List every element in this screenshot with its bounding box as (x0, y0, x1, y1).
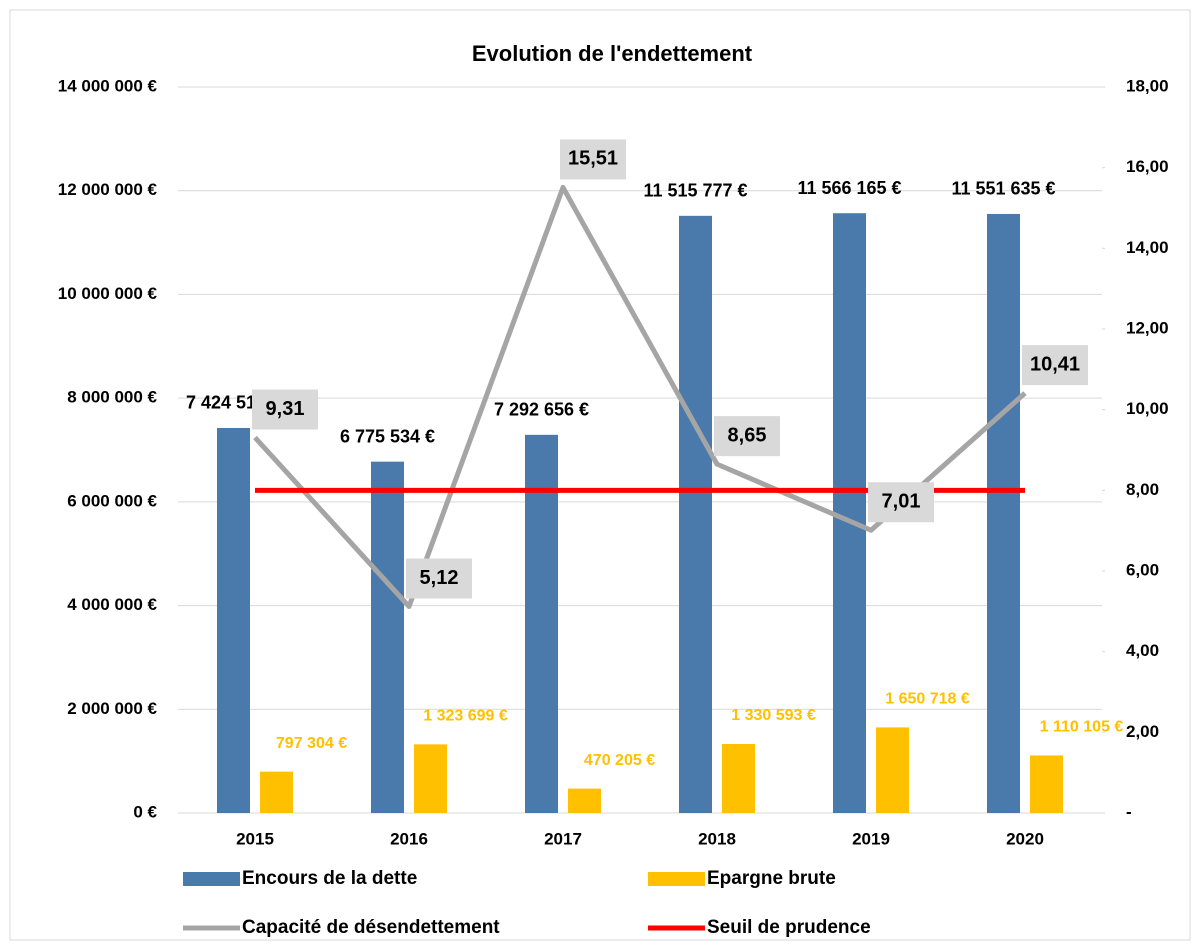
y2-tick-label: 18,00 (1126, 76, 1169, 95)
x-tick-label: 2020 (1006, 829, 1044, 848)
bar-value-label: 11 566 165 € (797, 178, 901, 198)
x-tick-label: 2019 (852, 829, 890, 848)
line-value-label: 8,65 (728, 424, 767, 446)
bar (260, 771, 293, 813)
y2-tick-label: - (1126, 802, 1132, 821)
bar-value-label: 11 551 635 € (951, 179, 1055, 199)
line-value-label: 10,41 (1030, 353, 1080, 375)
bar (1030, 755, 1063, 813)
y-tick-label: 10 000 000 € (58, 284, 158, 303)
y-tick-label: 2 000 000 € (67, 699, 157, 718)
bar (833, 213, 866, 813)
x-tick-label: 2016 (390, 829, 428, 848)
legend-swatch (183, 872, 240, 886)
line-label-box (868, 482, 934, 523)
line-label-box (252, 389, 318, 430)
y2-tick-label: 6,00 (1126, 560, 1159, 579)
y2-tick-label: 14,00 (1126, 238, 1169, 257)
y2-tick-label: 12,00 (1126, 318, 1169, 337)
legend-label: Encours de la dette (242, 868, 417, 889)
bar (876, 727, 909, 813)
bar-value-label: 7 292 656 € (494, 400, 589, 420)
bar (722, 743, 755, 813)
y2-tick-label: 16,00 (1126, 157, 1169, 176)
chart-title: Evolution de l'endettement (472, 41, 753, 66)
bar-value-label-secondary: 1 110 105 € (1040, 719, 1124, 736)
line-label-box (1022, 345, 1088, 386)
y2-tick-label: 4,00 (1126, 641, 1159, 660)
bar (525, 434, 558, 813)
y-tick-label: 4 000 000 € (67, 595, 157, 614)
y-tick-label: 0 € (133, 802, 157, 821)
bar-value-label-secondary: 1 650 718 € (885, 691, 970, 708)
y2-tick-label: 2,00 (1126, 722, 1159, 741)
legend-label: Seuil de prudence (707, 917, 871, 938)
bar-value-label-secondary: 1 323 699 € (423, 708, 508, 725)
bar (217, 427, 250, 813)
legend-swatch (648, 872, 705, 886)
bar-value-label: 6 775 534 € (340, 426, 435, 446)
bar (414, 744, 447, 813)
bar-value-label-secondary: 1 330 593 € (731, 707, 816, 724)
line-label-box (406, 558, 472, 599)
legend-label: Capacité de désendettement (242, 917, 500, 938)
bar-value-label-secondary: 797 304 € (276, 735, 347, 752)
y-tick-label: 12 000 000 € (58, 180, 158, 199)
line-value-label: 9,31 (266, 398, 305, 420)
x-tick-label: 2015 (236, 829, 274, 848)
line-value-label: 15,51 (568, 148, 618, 170)
y-tick-label: 6 000 000 € (67, 491, 157, 510)
bar-value-label: 11 515 777 € (643, 181, 747, 201)
bar-value-label-secondary: 470 205 € (584, 752, 655, 769)
x-tick-label: 2018 (698, 829, 736, 848)
y2-tick-label: 10,00 (1126, 399, 1169, 418)
line-label-box (714, 416, 780, 457)
bar (568, 788, 601, 813)
line-value-label: 5,12 (420, 567, 459, 589)
x-tick-label: 2017 (544, 829, 582, 848)
y-tick-label: 8 000 000 € (67, 388, 157, 407)
line-value-label: 7,01 (882, 491, 921, 513)
y2-tick-label: 8,00 (1126, 480, 1159, 499)
bar (679, 215, 712, 813)
bar (371, 461, 404, 813)
legend-label: Epargne brute (707, 868, 836, 889)
line-label-box (560, 139, 626, 180)
y-tick-label: 14 000 000 € (58, 76, 158, 95)
bar (987, 213, 1020, 813)
